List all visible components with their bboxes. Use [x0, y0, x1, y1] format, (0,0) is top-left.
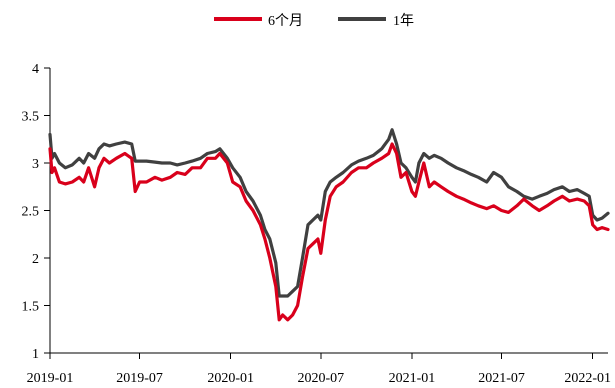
y-tick-label: 1: [32, 347, 39, 362]
legend-label-1: 6个月: [268, 13, 303, 29]
x-tick-label: 2020-01: [207, 371, 254, 386]
series-line-2: [48, 128, 610, 298]
x-tick-label: 2021-07: [478, 371, 525, 386]
y-tick-label: 3: [32, 157, 39, 172]
legend: 6个月 1年: [214, 13, 414, 29]
x-tick-label: 2019-07: [116, 371, 163, 386]
y-tick-label: 2: [32, 252, 39, 267]
y-tick-label: 3.5: [22, 110, 40, 125]
x-axis: 2019-01 2019-07 2020-01 2020-07 2021-01 2021-…: [27, 352, 611, 386]
series-group: [48, 128, 610, 322]
legend-label-2: 1年: [393, 13, 414, 29]
x-tick-label: 2021-01: [389, 371, 436, 386]
series-line-1: [48, 142, 610, 322]
x-tick-label: 2020-07: [297, 371, 344, 386]
x-tick-label: 2022-01: [564, 371, 611, 386]
y-tick-label: 4: [32, 62, 39, 77]
y-axis: 1 1.5 2 2.5 3 3.5 4: [22, 62, 51, 362]
x-tick-label: 2019-01: [27, 371, 74, 386]
y-tick-label: 2.5: [22, 205, 40, 220]
y-tick-label: 1.5: [22, 300, 40, 315]
